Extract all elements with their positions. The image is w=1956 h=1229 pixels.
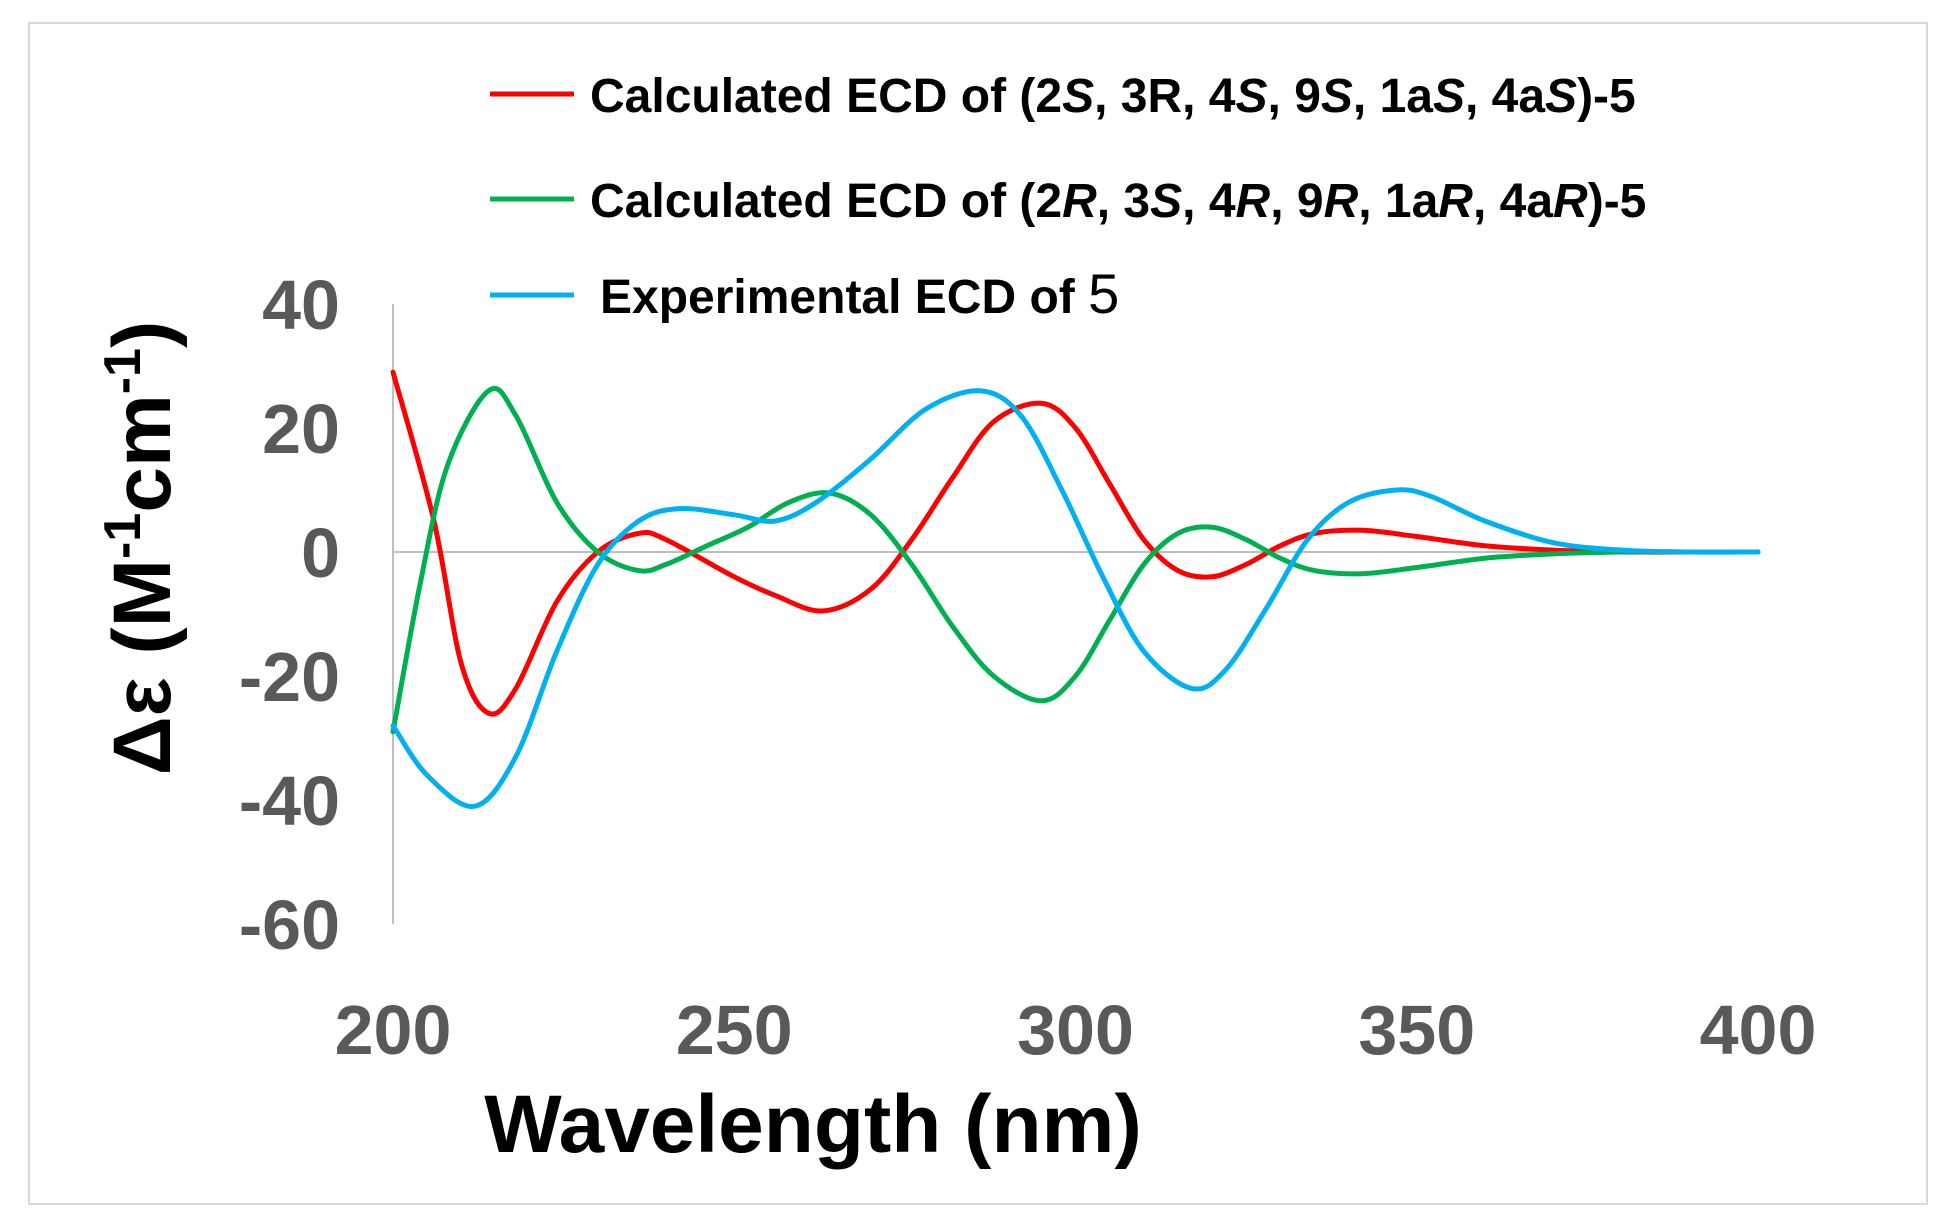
y-tick-label: 40 [262, 266, 340, 344]
x-tick-label: 350 [1358, 991, 1475, 1069]
legend-label-part: S [1236, 70, 1268, 123]
series-lines [390, 369, 1761, 809]
legend-label-part: R [1062, 175, 1097, 228]
chart-frame: 200 250 300 350 400 40 20 0 -20 -40 -60 Calculated… [28, 22, 1928, 1205]
legend-label-calc-S: Calculated ECD of (2S, 3R, 4S, 9S, 1aS, … [590, 70, 1636, 123]
legend-label-part: , 1a [1353, 70, 1433, 123]
series-line-calc-S [390, 369, 1761, 717]
y-axis-title-part: ) [97, 321, 188, 348]
y-axis-title-part: -1 [94, 348, 152, 394]
legend-label-part: , 3R, 4 [1094, 70, 1236, 123]
legend-label-part: S [1062, 70, 1094, 123]
legend-label-experimental: Experimental ECD of 5 [600, 262, 1119, 325]
y-axis-title-part: Δε (M [97, 559, 188, 775]
legend-label-part: , 1a [1358, 175, 1438, 228]
legend-label-part: S [1150, 175, 1182, 228]
legend-label-part: Experimental ECD of [600, 271, 1088, 324]
series-line-calc-R [390, 386, 1761, 735]
legend-label-part: , 9 [1268, 70, 1321, 123]
axes [392, 304, 1758, 924]
legend: Calculated ECD of (2S, 3R, 4S, 9S, 1aS, … [490, 70, 1646, 325]
x-tick-label: 300 [1017, 991, 1134, 1069]
legend-label-part: )-5 [1588, 175, 1647, 228]
legend-label-part: 5 [1088, 262, 1119, 325]
y-tick-label: 0 [301, 514, 340, 592]
y-axis-title-part: -1 [94, 513, 152, 559]
y-tick-label: -40 [239, 762, 340, 840]
legend-label-part: Calculated ECD of (2 [590, 175, 1062, 228]
y-tick-label: 20 [262, 390, 340, 468]
y-tick-label: -20 [239, 638, 340, 716]
legend-label-part: , 9 [1270, 175, 1323, 228]
legend-label-part: , 4a [1465, 70, 1545, 123]
x-axis-title: Wavelength (nm) [484, 1079, 1142, 1170]
legend-label-calc-R: Calculated ECD of (2R, 3S, 4R, 9R, 1aR, … [590, 175, 1646, 228]
legend-label-part: , 4a [1473, 175, 1553, 228]
y-tick-label: -60 [239, 886, 340, 964]
x-tick-label: 250 [676, 991, 793, 1069]
x-tick-label: 400 [1700, 991, 1817, 1069]
legend-label-part: R [1438, 175, 1473, 228]
legend-label-part: Calculated ECD of (2 [590, 70, 1062, 123]
y-axis-title-part: cm [97, 394, 188, 513]
x-tick-label: 200 [335, 991, 452, 1069]
legend-label-part: S [1545, 70, 1577, 123]
legend-label-part: , 4 [1182, 175, 1236, 228]
legend-label-part: R [1324, 175, 1359, 228]
legend-label-part: , 3 [1097, 175, 1150, 228]
legend-label-part: R [1553, 175, 1588, 228]
legend-label-part: R [1236, 175, 1271, 228]
legend-label-part: S [1433, 70, 1465, 123]
legend-label-part: )-5 [1577, 70, 1636, 123]
series-line-experimental [390, 388, 1761, 809]
y-axis-title: Δε (M-1cm-1) [94, 321, 188, 776]
legend-label-part: S [1321, 70, 1353, 123]
